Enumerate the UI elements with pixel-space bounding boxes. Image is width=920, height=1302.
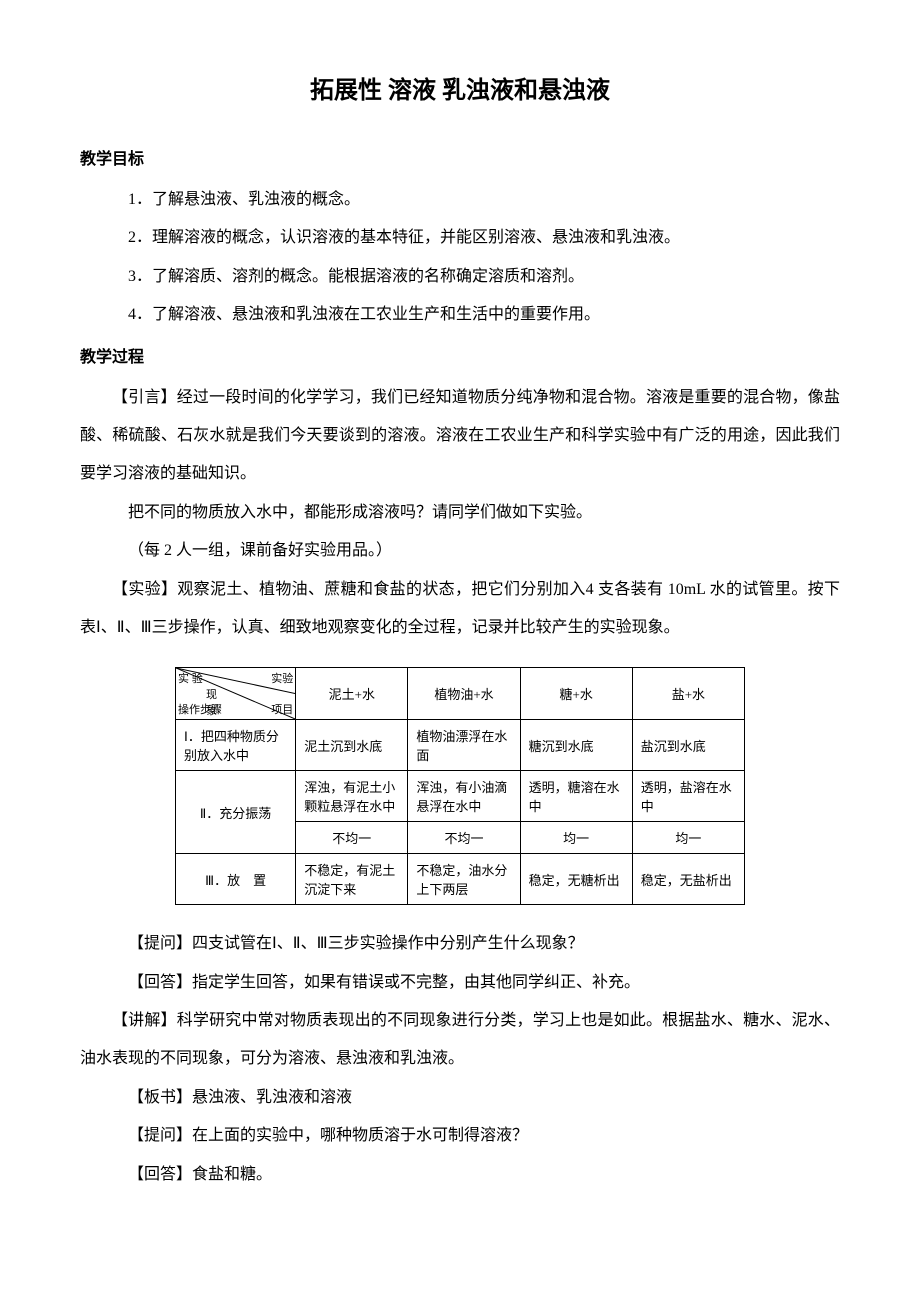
row2-cell1-top: 浑浊，有泥土小颗粒悬浮在水中 xyxy=(296,771,408,822)
row1-cell2: 植物油漂浮在水面 xyxy=(408,720,520,771)
table-header-row: 实 验 实验 现象 项目 操作步骤 泥土+水 植物油+水 糖+水 盐+水 xyxy=(176,668,745,720)
table-row: Ⅰ．把四种物质分别放入水中 泥土沉到水底 植物油漂浮在水面 糖沉到水底 盐沉到水… xyxy=(176,720,745,771)
row2-cell1-bot: 不均一 xyxy=(296,822,408,854)
question-paragraph: 把不同的物质放入水中，都能形成溶液吗？请同学们做如下实验。 xyxy=(80,494,840,532)
objective-3: 3．了解溶质、溶剂的概念。能根据溶液的名称确定溶质和溶剂。 xyxy=(80,258,840,296)
diag-label-tr: 实验 xyxy=(271,670,293,686)
objectives-header: 教学目标 xyxy=(80,145,840,169)
row3-cell2: 不稳定，油水分上下两层 xyxy=(408,854,520,905)
process-header: 教学过程 xyxy=(80,343,840,367)
table-row: Ⅲ．放 置 不稳定，有泥土沉淀下来 不稳定，油水分上下两层 稳定，无糖析出 稳定… xyxy=(176,854,745,905)
col-header-3: 糖+水 xyxy=(520,668,632,720)
col-header-4: 盐+水 xyxy=(632,668,744,720)
table-row: Ⅱ．充分振荡 浑浊，有泥土小颗粒悬浮在水中 浑浊，有小油滴悬浮在水中 透明，糖溶… xyxy=(176,771,745,822)
objective-1: 1．了解悬浊液、乳浊液的概念。 xyxy=(80,181,840,219)
objective-2: 2．理解溶液的概念，认识溶液的基本特征，并能区别溶液、悬浊液和乳浊液。 xyxy=(80,219,840,257)
row2-op: Ⅱ．充分振荡 xyxy=(176,771,296,854)
row2-cell2-bot: 不均一 xyxy=(408,822,520,854)
col-header-2: 植物油+水 xyxy=(408,668,520,720)
experiment-paragraph: 【实验】观察泥土、植物油、蔗糖和食盐的状态，把它们分别加入4 支各装有 10mL… xyxy=(80,571,840,648)
board-note: 【板书】悬浊液、乳浊液和溶液 xyxy=(80,1079,840,1117)
question-1: 【提问】四支试管在Ⅰ、Ⅱ、Ⅲ三步实验操作中分别产生什么现象？ xyxy=(80,925,840,963)
diag-label-br: 项目 xyxy=(271,701,293,717)
row2-cell4-top: 透明，盐溶在水中 xyxy=(632,771,744,822)
experiment-table-container: 实 验 实验 现象 项目 操作步骤 泥土+水 植物油+水 糖+水 盐+水 Ⅰ．把… xyxy=(175,667,745,905)
row2-cell3-top: 透明，糖溶在水中 xyxy=(520,771,632,822)
explanation: 【讲解】科学研究中常对物质表现出的不同现象进行分类，学习上也是如此。根据盐水、糖… xyxy=(80,1002,840,1079)
col-header-1: 泥土+水 xyxy=(296,668,408,720)
row3-cell4: 稳定，无盐析出 xyxy=(632,854,744,905)
answer-2: 【回答】食盐和糖。 xyxy=(80,1156,840,1194)
diagonal-header-cell: 实 验 实验 现象 项目 操作步骤 xyxy=(176,668,296,720)
row3-cell3: 稳定，无糖析出 xyxy=(520,854,632,905)
answer-1: 【回答】指定学生回答，如果有错误或不完整，由其他同学纠正、补充。 xyxy=(80,964,840,1002)
row2-cell4-bot: 均一 xyxy=(632,822,744,854)
note-paragraph: （每 2 人一组，课前备好实验用品。） xyxy=(80,532,840,570)
row1-cell4: 盐沉到水底 xyxy=(632,720,744,771)
row2-cell2-top: 浑浊，有小油滴悬浮在水中 xyxy=(408,771,520,822)
row1-cell3: 糖沉到水底 xyxy=(520,720,632,771)
row3-op: Ⅲ．放 置 xyxy=(176,854,296,905)
experiment-table: 实 验 实验 现象 项目 操作步骤 泥土+水 植物油+水 糖+水 盐+水 Ⅰ．把… xyxy=(175,667,745,905)
row3-cell1: 不稳定，有泥土沉淀下来 xyxy=(296,854,408,905)
row1-op: Ⅰ．把四种物质分别放入水中 xyxy=(176,720,296,771)
objective-4: 4．了解溶液、悬浊液和乳浊液在工农业生产和生活中的重要作用。 xyxy=(80,296,840,334)
row1-cell1: 泥土沉到水底 xyxy=(296,720,408,771)
intro-paragraph: 【引言】经过一段时间的化学学习，我们已经知道物质分纯净物和混合物。溶液是重要的混… xyxy=(80,379,840,494)
question-2: 【提问】在上面的实验中，哪种物质溶于水可制得溶液？ xyxy=(80,1117,840,1155)
diag-label-tl: 实 验 xyxy=(178,670,203,686)
diag-label-bl: 操作步骤 xyxy=(178,701,222,717)
row2-cell3-bot: 均一 xyxy=(520,822,632,854)
page-title: 拓展性 溶液 乳浊液和悬浊液 xyxy=(80,70,840,105)
